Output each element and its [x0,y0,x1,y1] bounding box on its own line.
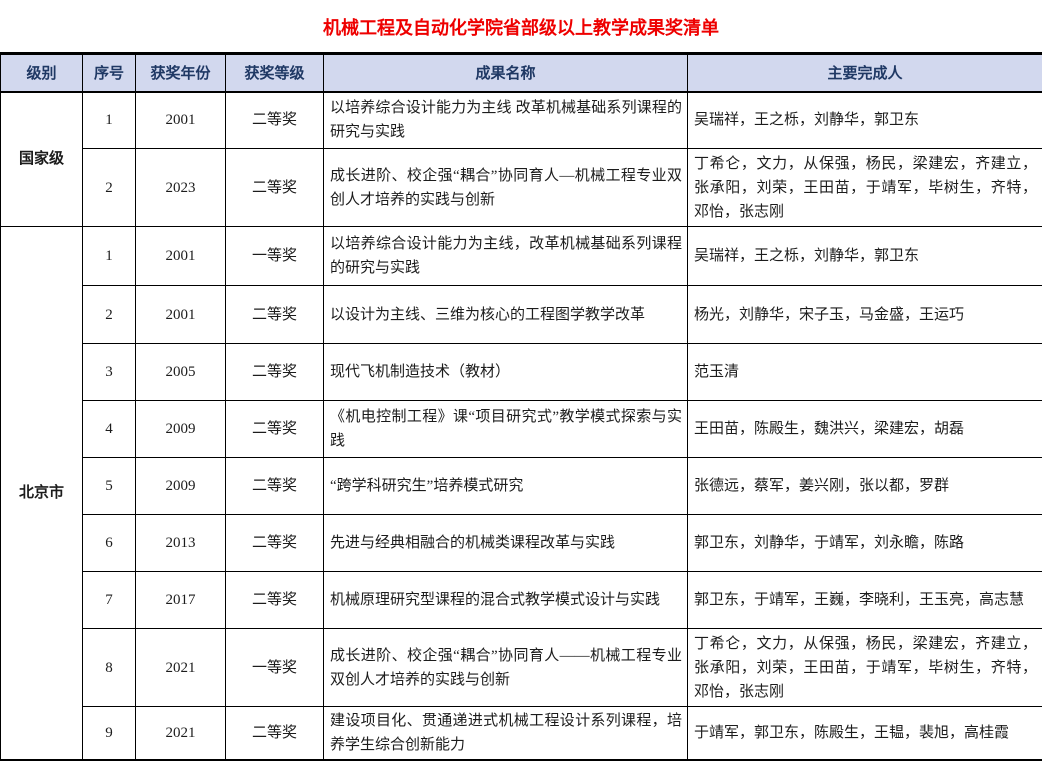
level-cell-national: 国家级 [0,91,83,227]
seq-cell: 6 [82,514,136,572]
table-row: 2 2023 二等奖 成长进阶、校企强“耦合”协同育人—机械工程专业双创人才培养… [1,148,1042,227]
col-header-year: 获奖年份 [135,53,226,93]
seq-cell: 5 [82,457,136,515]
grade-cell: 一等奖 [225,226,324,286]
people-cell: 吴瑞祥，王之栎，刘静华，郭卫东 [687,91,1042,149]
grade-cell: 二等奖 [225,400,324,458]
achievement-cell: 以设计为主线、三维为核心的工程图学教学改革 [323,285,688,344]
year-cell: 2021 [135,628,226,707]
grade-cell: 二等奖 [225,343,324,401]
year-cell: 2005 [135,343,226,401]
seq-cell: 7 [82,571,136,629]
year-cell: 2009 [135,457,226,515]
grade-cell: 二等奖 [225,285,324,344]
achievement-cell: 成长进阶、校企强“耦合”协同育人——机械工程专业双创人才培养的实践与创新 [323,628,688,707]
year-cell: 2001 [135,226,226,286]
achievement-cell: 成长进阶、校企强“耦合”协同育人—机械工程专业双创人才培养的实践与创新 [323,148,688,227]
col-header-seq: 序号 [82,53,136,93]
grade-cell: 一等奖 [225,628,324,707]
level-cell-beijing: 北京市 [0,226,83,761]
col-header-grade: 获奖等级 [225,53,324,93]
table-row: 6 2013 二等奖 先进与经典相融合的机械类课程改革与实践 郭卫东，刘静华，于… [1,514,1042,572]
people-cell: 于靖军，郭卫东，陈殿生，王韫，裴旭，高桂霞 [687,706,1042,761]
people-cell: 张德远，蔡军，姜兴刚，张以都，罗群 [687,457,1042,515]
people-cell: 吴瑞祥，王之栎，刘静华，郭卫东 [687,226,1042,286]
col-header-level: 级别 [0,53,83,93]
table-row: 国家级 1 2001 二等奖 以培养综合设计能力为主线 改革机械基础系列课程的研… [0,91,1042,227]
achievement-cell: 现代飞机制造技术（教材） [323,343,688,401]
col-header-achievement: 成果名称 [323,53,688,93]
people-cell: 范玉清 [687,343,1042,401]
grade-cell: 二等奖 [225,457,324,515]
people-cell: 郭卫东，于靖军，王巍，李晓利，王玉亮，高志慧 [687,571,1042,629]
seq-cell: 1 [82,91,136,149]
table-row: 2 2001 二等奖 以设计为主线、三维为核心的工程图学教学改革 杨光，刘静华，… [1,285,1042,344]
year-cell: 2017 [135,571,226,629]
seq-cell: 1 [82,226,136,286]
seq-cell: 8 [82,628,136,707]
grade-cell: 二等奖 [225,706,324,761]
table-row: 北京市 1 2001 一等奖 以培养综合设计能力为主线，改革机械基础系列课程的研… [0,226,1042,761]
grade-cell: 二等奖 [225,148,324,227]
achievement-cell: 建设项目化、贯通递进式机械工程设计系列课程，培养学生综合创新能力 [323,706,688,761]
table-row: 9 2021 二等奖 建设项目化、贯通递进式机械工程设计系列课程，培养学生综合创… [1,706,1042,761]
achievement-cell: 以培养综合设计能力为主线 改革机械基础系列课程的研究与实践 [323,91,688,149]
achievement-cell: “跨学科研究生”培养模式研究 [323,457,688,515]
table-row: 7 2017 二等奖 机械原理研究型课程的混合式教学模式设计与实践 郭卫东，于靖… [1,571,1042,629]
year-cell: 2023 [135,148,226,227]
table-row: 8 2021 一等奖 成长进阶、校企强“耦合”协同育人——机械工程专业双创人才培… [1,628,1042,707]
table-row: 3 2005 二等奖 现代飞机制造技术（教材） 范玉清 [1,343,1042,401]
awards-table: 级别 序号 获奖年份 获奖等级 成果名称 主要完成人 国家级 1 2001 二等… [0,52,1042,761]
achievement-cell: 《机电控制工程》课“项目研究式”教学模式探索与实践 [323,400,688,458]
grade-cell: 二等奖 [225,91,324,149]
table-row: 5 2009 二等奖 “跨学科研究生”培养模式研究 张德远，蔡军，姜兴刚，张以都… [1,457,1042,515]
seq-cell: 4 [82,400,136,458]
year-cell: 2013 [135,514,226,572]
table-row: 4 2009 二等奖 《机电控制工程》课“项目研究式”教学模式探索与实践 王田苗… [1,400,1042,458]
year-cell: 2009 [135,400,226,458]
achievement-cell: 先进与经典相融合的机械类课程改革与实践 [323,514,688,572]
people-cell: 杨光，刘静华，宋子玉，马金盛，王运巧 [687,285,1042,344]
achievement-cell: 以培养综合设计能力为主线，改革机械基础系列课程的研究与实践 [323,226,688,286]
people-cell: 郭卫东，刘静华，于靖军，刘永瞻，陈路 [687,514,1042,572]
seq-cell: 3 [82,343,136,401]
year-cell: 2021 [135,706,226,761]
grade-cell: 二等奖 [225,514,324,572]
header-row: 级别 序号 获奖年份 获奖等级 成果名称 主要完成人 [0,53,1042,93]
page-title: 机械工程及自动化学院省部级以上教学成果奖清单 [323,18,719,38]
grade-cell: 二等奖 [225,571,324,629]
seq-cell: 9 [82,706,136,761]
achievement-cell: 机械原理研究型课程的混合式教学模式设计与实践 [323,571,688,629]
people-cell: 王田苗，陈殿生，魏洪兴，梁建宏，胡磊 [687,400,1042,458]
people-cell: 丁希仑，文力，从保强，杨民，梁建宏，齐建立，张承阳，刘荣，王田苗，于靖军，毕树生… [687,628,1042,707]
seq-cell: 2 [82,148,136,227]
year-cell: 2001 [135,285,226,344]
col-header-people: 主要完成人 [687,53,1042,93]
people-cell: 丁希仑，文力，从保强，杨民，梁建宏，齐建立，张承阳，刘荣，王田苗，于靖军，毕树生… [687,148,1042,227]
year-cell: 2001 [135,91,226,149]
seq-cell: 2 [82,285,136,344]
